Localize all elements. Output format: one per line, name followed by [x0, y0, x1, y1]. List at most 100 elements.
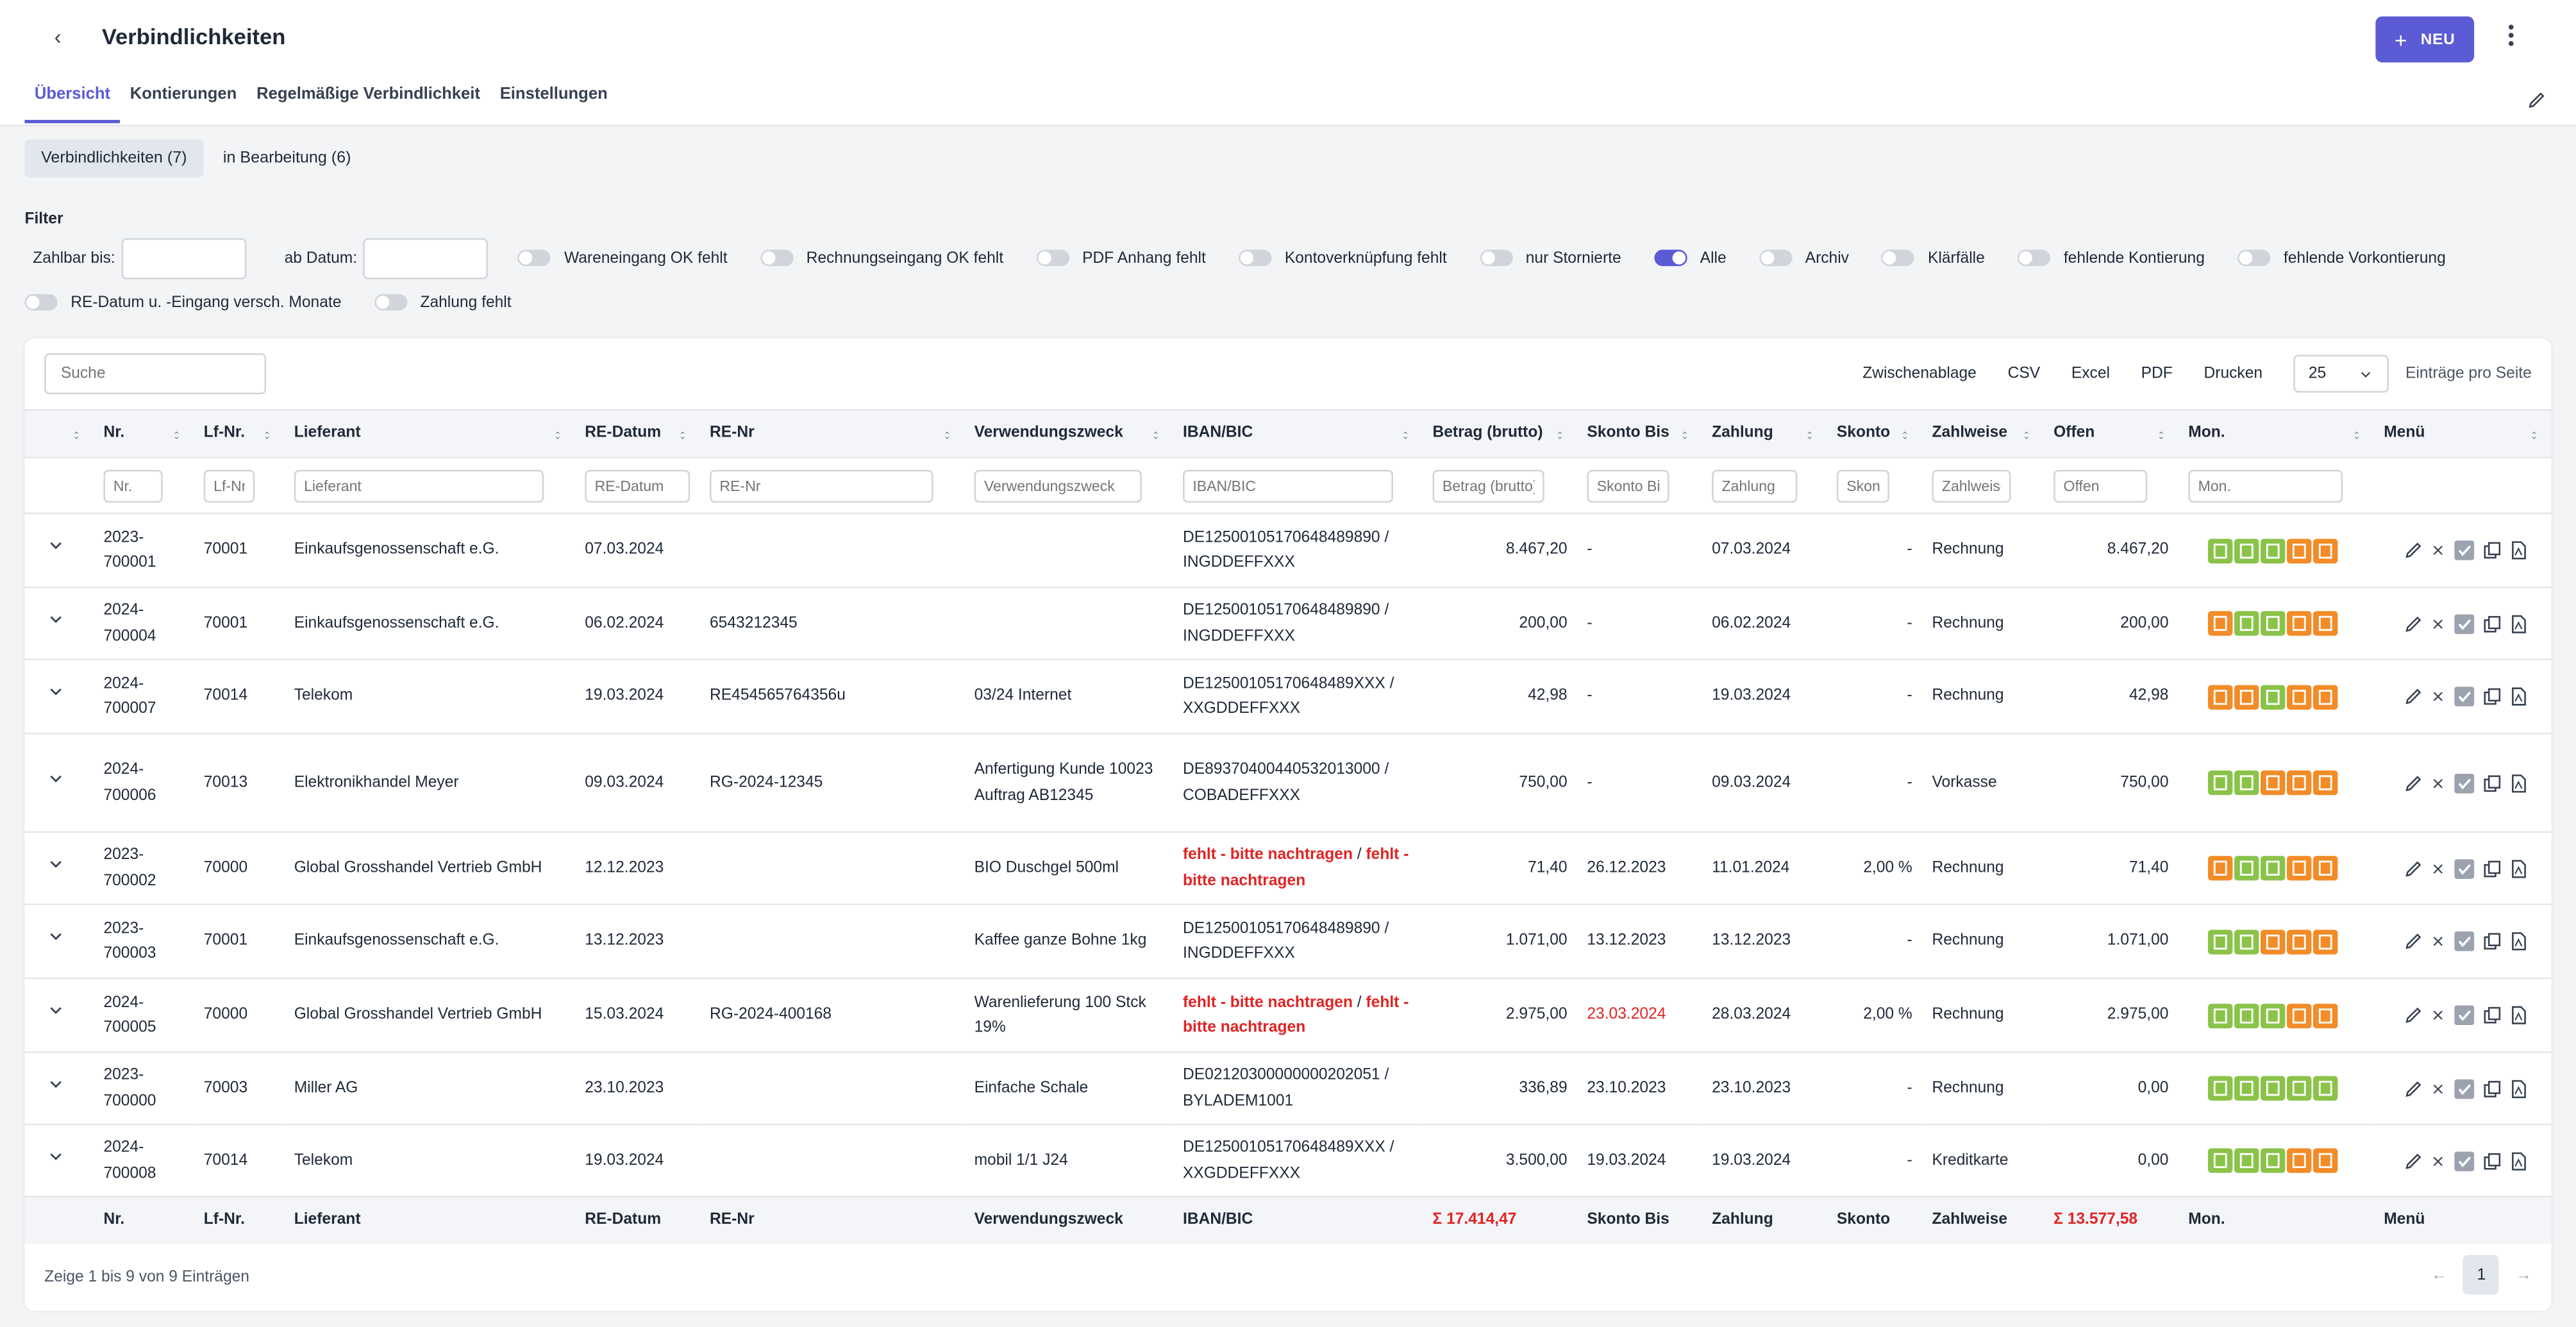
status-icon[interactable]: [2261, 1003, 2286, 1028]
toolbar-button[interactable]: Drucken: [2204, 364, 2263, 383]
pdf-action[interactable]: [2509, 858, 2529, 878]
toggle[interactable]: RE-Datum u. -Eingang versch. Monate: [24, 283, 341, 322]
status-icon[interactable]: [2313, 1076, 2338, 1101]
edit-action[interactable]: [2404, 613, 2423, 633]
new-button[interactable]: + NEU: [2375, 16, 2475, 63]
check-action[interactable]: [2453, 772, 2476, 793]
header-cell[interactable]: Lf-Nr.: [194, 409, 285, 458]
status-icon[interactable]: [2261, 770, 2286, 796]
edit-icon[interactable]: [2527, 90, 2547, 110]
pdf-action[interactable]: [2509, 687, 2529, 706]
toggle[interactable]: PDF Anhang fehlt: [1036, 238, 1206, 278]
expand-icon[interactable]: [46, 536, 66, 556]
status-icon[interactable]: [2313, 611, 2338, 636]
delete-action[interactable]: [2430, 613, 2446, 633]
sort-icon[interactable]: [1153, 426, 1163, 446]
toggle[interactable]: Klärfälle: [1882, 238, 1985, 278]
delete-action[interactable]: [2430, 687, 2446, 706]
copy-action[interactable]: [2482, 931, 2502, 951]
page-size-select[interactable]: 25: [2293, 355, 2389, 393]
back-button[interactable]: ‹: [54, 24, 62, 49]
toggle[interactable]: Alle: [1653, 238, 1727, 278]
check-action[interactable]: [2453, 540, 2476, 560]
status-icon[interactable]: [2208, 929, 2233, 954]
check-action[interactable]: [2453, 1005, 2476, 1025]
check-action[interactable]: [2453, 687, 2476, 706]
status-icon[interactable]: [2313, 770, 2338, 796]
status-icon[interactable]: [2287, 1148, 2312, 1173]
status-icon[interactable]: [2261, 929, 2286, 954]
column-filter[interactable]: [2188, 469, 2343, 502]
column-filter[interactable]: [203, 469, 255, 502]
expand-icon[interactable]: [46, 927, 66, 947]
column-filter[interactable]: [1712, 469, 1798, 502]
toggle[interactable]: Archiv: [1759, 238, 1849, 278]
subtab[interactable]: in Bearbeitung (6): [222, 149, 351, 168]
sort-icon[interactable]: [2354, 426, 2364, 446]
column-filter[interactable]: [1836, 469, 1889, 502]
date-filter-input[interactable]: [364, 237, 489, 279]
copy-action[interactable]: [2482, 687, 2502, 706]
sort-icon[interactable]: [2024, 426, 2034, 446]
toggle[interactable]: fehlende Kontierung: [2018, 238, 2205, 278]
status-icon[interactable]: [2313, 538, 2338, 563]
status-icon[interactable]: [2261, 1148, 2286, 1173]
column-filter[interactable]: [1587, 469, 1669, 502]
copy-action[interactable]: [2482, 1078, 2502, 1098]
column-filter[interactable]: [1432, 469, 1544, 502]
status-icon[interactable]: [2261, 611, 2286, 636]
edit-action[interactable]: [2404, 540, 2423, 560]
tab[interactable]: Übersicht: [24, 85, 121, 124]
status-icon[interactable]: [2234, 1003, 2259, 1028]
sort-icon[interactable]: [944, 426, 954, 446]
check-action[interactable]: [2453, 931, 2476, 951]
toolbar-button[interactable]: Excel: [2071, 364, 2110, 383]
toolbar-button[interactable]: PDF: [2141, 364, 2173, 383]
status-icon[interactable]: [2287, 684, 2312, 709]
status-icon[interactable]: [2261, 684, 2286, 709]
expand-icon[interactable]: [46, 1001, 66, 1021]
toggle[interactable]: Rechnungseingang OK fehlt: [760, 238, 1003, 278]
copy-action[interactable]: [2482, 613, 2502, 633]
sort-icon[interactable]: [1902, 426, 1912, 446]
status-icon[interactable]: [2261, 856, 2286, 881]
header-cell[interactable]: RE-Datum: [574, 409, 700, 458]
status-icon[interactable]: [2287, 538, 2312, 563]
expand-icon[interactable]: [46, 609, 66, 629]
edit-action[interactable]: [2404, 687, 2423, 706]
toolbar-button[interactable]: CSV: [2007, 364, 2041, 383]
toolbar-button[interactable]: Zwischenablage: [1862, 364, 1977, 383]
pdf-action[interactable]: [2509, 773, 2529, 793]
edit-action[interactable]: [2404, 1078, 2423, 1098]
status-icon[interactable]: [2208, 856, 2233, 881]
edit-action[interactable]: [2404, 931, 2423, 951]
search-input[interactable]: [44, 353, 267, 394]
status-icon[interactable]: [2234, 856, 2259, 881]
status-icon[interactable]: [2287, 856, 2312, 881]
column-filter[interactable]: [710, 469, 933, 502]
status-icon[interactable]: [2208, 770, 2233, 796]
tab[interactable]: Regelmäßige Verbindlichkeit: [256, 85, 480, 104]
status-icon[interactable]: [2234, 770, 2259, 796]
pdf-action[interactable]: [2509, 931, 2529, 951]
header-cell[interactable]: Lieferant: [284, 409, 575, 458]
pdf-action[interactable]: [2509, 613, 2529, 633]
status-icon[interactable]: [2313, 684, 2338, 709]
date-filter-input[interactable]: [121, 237, 247, 279]
delete-action[interactable]: [2430, 1151, 2446, 1171]
column-filter[interactable]: [585, 469, 690, 502]
pdf-action[interactable]: [2509, 1005, 2529, 1025]
expand-icon[interactable]: [46, 854, 66, 874]
header-cell[interactable]: Skonto Bis: [1577, 409, 1702, 458]
copy-action[interactable]: [2482, 1005, 2502, 1025]
subtab[interactable]: Verbindlichkeiten (7): [24, 139, 204, 178]
edit-action[interactable]: [2404, 858, 2423, 878]
sort-icon[interactable]: [1807, 426, 1817, 446]
check-action[interactable]: [2453, 1078, 2476, 1099]
header-cell[interactable]: Zahlung: [1702, 409, 1827, 458]
column-filter[interactable]: [1932, 469, 2011, 502]
edit-action[interactable]: [2404, 1151, 2423, 1171]
header-cell[interactable]: Mon.: [2178, 409, 2374, 458]
header-cell[interactable]: Zahlweise: [1922, 409, 2044, 458]
toggle[interactable]: Zahlung fehlt: [374, 283, 512, 322]
